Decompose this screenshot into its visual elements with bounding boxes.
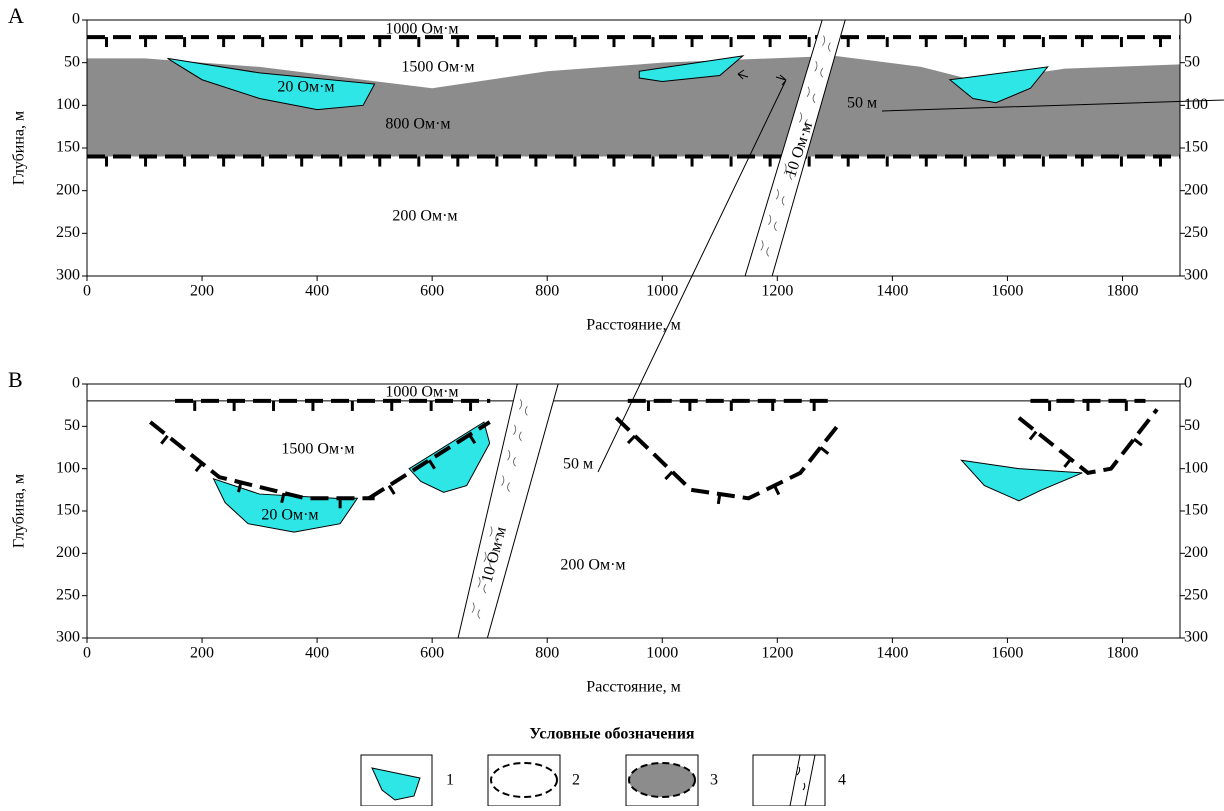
y-tick-label: 150 bbox=[56, 502, 80, 519]
boundary-tick bbox=[628, 436, 635, 443]
region-label: 50 м bbox=[847, 95, 877, 112]
legend-box bbox=[753, 755, 825, 806]
x-tick-label: 200 bbox=[190, 645, 214, 662]
x-tick-label: 600 bbox=[420, 283, 444, 300]
y-tick-label: 50 bbox=[64, 417, 80, 434]
x-tick-label: 400 bbox=[305, 283, 329, 300]
region-label: 50 м bbox=[563, 456, 593, 473]
y-tick-label-right: 150 bbox=[1184, 502, 1208, 519]
y-tick-label-right: 300 bbox=[1184, 629, 1208, 646]
region-label: 1500 Ом·м bbox=[401, 59, 474, 76]
y-tick-label: 300 bbox=[56, 267, 80, 284]
x-tick-label: 1400 bbox=[876, 645, 908, 662]
boundary bbox=[150, 422, 374, 498]
legend: Условные обозначения 1 2 3 4 bbox=[361, 726, 846, 806]
y-tick-label-right: 200 bbox=[1184, 544, 1208, 561]
boundary-tick bbox=[774, 486, 778, 495]
conductive-lens bbox=[214, 479, 358, 532]
diagram: Условные обозначения 1 2 3 4 02004006008… bbox=[0, 0, 1224, 806]
region-label: 200 Ом·м bbox=[392, 208, 457, 225]
boundary bbox=[616, 418, 840, 498]
y-tick-label: 0 bbox=[72, 11, 80, 28]
boundary-tick bbox=[1030, 432, 1036, 440]
y-tick-label: 50 bbox=[64, 53, 80, 70]
y-tick-label-right: 0 bbox=[1184, 11, 1192, 28]
y-axis-label: Глубина, м bbox=[11, 111, 28, 185]
region-label: 20 Ом·м bbox=[277, 79, 334, 96]
legend-boundary bbox=[491, 763, 557, 797]
legend-label: 4 bbox=[838, 772, 846, 789]
y-tick-label-right: 50 bbox=[1184, 417, 1200, 434]
legend-label: 3 bbox=[710, 772, 718, 789]
y-tick-label-right: 0 bbox=[1184, 375, 1192, 392]
boundary-tick bbox=[161, 436, 167, 444]
x-tick-label: 1800 bbox=[1106, 645, 1138, 662]
legend-dike bbox=[790, 755, 815, 806]
x-tick-label: 800 bbox=[535, 645, 559, 662]
region-label: 1500 Ом·м bbox=[281, 441, 354, 458]
y-tick-label: 200 bbox=[56, 544, 80, 561]
y-tick-label-right: 200 bbox=[1184, 181, 1208, 198]
x-tick-label: 1800 bbox=[1106, 283, 1138, 300]
x-tick-label: 0 bbox=[83, 645, 91, 662]
x-tick-label: 1600 bbox=[991, 645, 1023, 662]
x-tick-label: 1000 bbox=[646, 645, 678, 662]
y-tick-label-right: 100 bbox=[1184, 459, 1208, 476]
boundary-tick bbox=[820, 448, 828, 454]
x-tick-label: 1400 bbox=[876, 283, 908, 300]
boundary-tick bbox=[1064, 459, 1070, 467]
x-axis-label: Расстояние, м bbox=[586, 679, 680, 696]
y-tick-label-right: 150 bbox=[1184, 139, 1208, 156]
y-tick-label: 200 bbox=[56, 181, 80, 198]
boundary-tick bbox=[389, 486, 394, 494]
x-axis-label: Расстояние, м bbox=[586, 317, 680, 334]
x-tick-label: 400 bbox=[305, 645, 329, 662]
y-tick-label-right: 250 bbox=[1184, 586, 1208, 603]
conductive-lens bbox=[409, 422, 490, 492]
x-tick-label: 0 bbox=[83, 283, 91, 300]
region-label: 800 Ом·м bbox=[385, 116, 450, 133]
region-label: 20 Ом·м bbox=[261, 507, 318, 524]
y-tick-label: 100 bbox=[56, 459, 80, 476]
y-tick-label-right: 250 bbox=[1184, 224, 1208, 241]
region-label: 1000 Ом·м bbox=[385, 21, 458, 38]
boundary-tick bbox=[196, 463, 202, 471]
legend-title: Условные обозначения bbox=[529, 726, 695, 743]
legend-label: 2 bbox=[572, 772, 580, 789]
y-tick-label: 250 bbox=[56, 224, 80, 241]
y-tick-label-right: 50 bbox=[1184, 53, 1200, 70]
legend-lens bbox=[372, 768, 420, 800]
x-tick-label: 800 bbox=[535, 283, 559, 300]
y-tick-label-right: 300 bbox=[1184, 267, 1208, 284]
x-tick-label: 600 bbox=[420, 645, 444, 662]
y-tick-label: 300 bbox=[56, 629, 80, 646]
legend-label: 1 bbox=[446, 772, 454, 789]
panel-letter: A bbox=[8, 3, 24, 28]
y-tick-label: 250 bbox=[56, 586, 80, 603]
region-label: 200 Ом·м bbox=[560, 557, 625, 574]
boundary-tick bbox=[665, 472, 672, 479]
legend-layer bbox=[629, 763, 695, 797]
y-tick-label: 150 bbox=[56, 139, 80, 156]
legend-box bbox=[488, 755, 560, 806]
y-axis-label: Глубина, м bbox=[11, 474, 28, 548]
x-tick-label: 1200 bbox=[761, 645, 793, 662]
x-tick-label: 1000 bbox=[646, 283, 678, 300]
boundary-tick bbox=[1134, 439, 1142, 445]
x-tick-label: 1600 bbox=[991, 283, 1023, 300]
y-tick-label: 100 bbox=[56, 96, 80, 113]
panel-letter: B bbox=[8, 367, 23, 392]
region-label: 1000 Ом·м bbox=[385, 384, 458, 401]
dike bbox=[458, 384, 558, 638]
x-tick-label: 200 bbox=[190, 283, 214, 300]
boundary-tick bbox=[718, 494, 719, 504]
x-tick-label: 1200 bbox=[761, 283, 793, 300]
y-tick-label-right: 100 bbox=[1184, 96, 1208, 113]
y-tick-label: 0 bbox=[72, 375, 80, 392]
